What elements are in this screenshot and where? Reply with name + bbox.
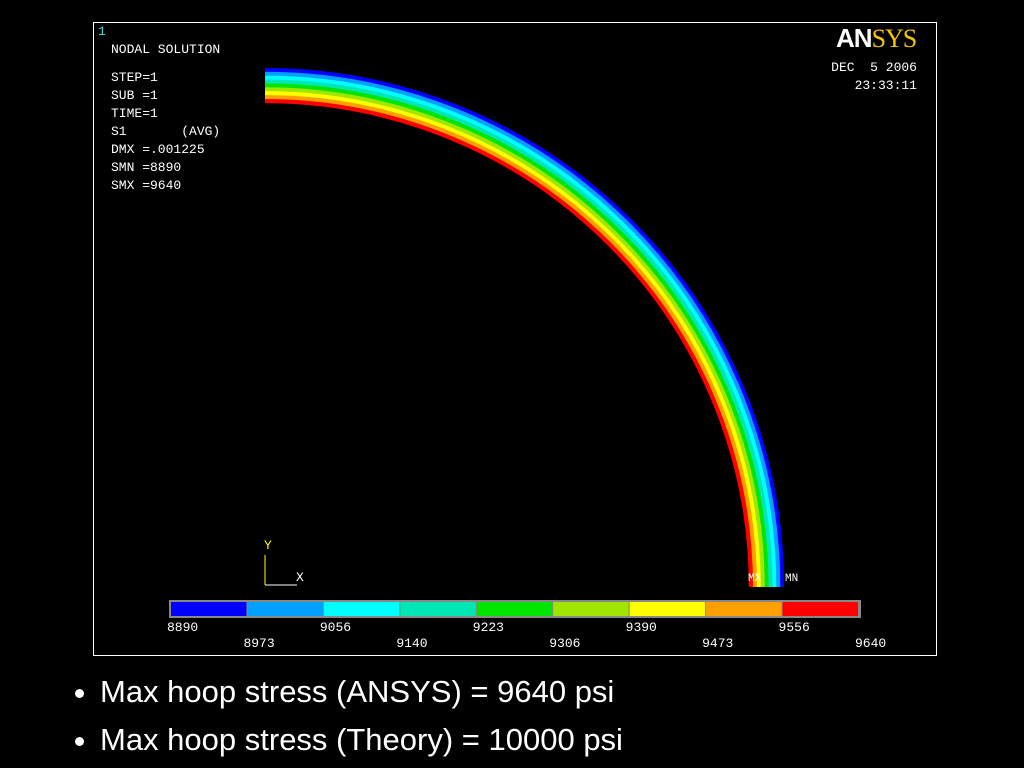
min-marker: MN xyxy=(785,573,798,585)
legend-swatch xyxy=(247,602,323,616)
contour-band xyxy=(264,98,754,588)
bullet: Max hoop stress (ANSYS) = 9640 psi xyxy=(100,668,623,716)
legend-label: 9556 xyxy=(779,620,810,635)
info-line: DMX =.001225 xyxy=(111,142,205,157)
info-line: TIME=1 xyxy=(111,106,158,121)
legend-swatch xyxy=(476,602,553,616)
contour-band xyxy=(264,79,773,588)
contour-band xyxy=(264,91,761,588)
bullet: Max hoop stress (Theory) = 10000 psi xyxy=(100,716,623,764)
legend-swatch xyxy=(171,602,247,616)
window-number: 1 xyxy=(98,24,106,39)
legend-swatch xyxy=(706,602,782,616)
axis-y-label: Y xyxy=(264,538,272,553)
info-line: STEP=1 xyxy=(111,70,158,85)
legend-label: 9223 xyxy=(473,620,504,635)
contour-band xyxy=(264,67,785,588)
legend-swatch xyxy=(323,602,400,616)
info-block: STEP=1 SUB =1 TIME=1 S1 (AVG) DMX =.001225 SM… xyxy=(111,70,220,193)
logo-prefix: AN xyxy=(836,23,872,53)
plot-heading: NODAL SOLUTION xyxy=(111,42,220,57)
legend-label: 9306 xyxy=(549,636,580,651)
legend-swatch xyxy=(400,602,476,616)
bullet-list: Max hoop stress (ANSYS) = 9640 psi Max h… xyxy=(58,668,623,764)
legend-swatch xyxy=(782,602,858,616)
contour-band xyxy=(264,95,757,588)
legend-label: 8973 xyxy=(243,636,274,651)
legend-label: 9640 xyxy=(855,636,886,651)
time: 23:33:11 xyxy=(855,78,918,93)
contour-arc xyxy=(264,67,785,588)
legend-swatch xyxy=(553,602,629,616)
max-marker: MX xyxy=(748,573,762,585)
axis-x-label: X xyxy=(296,570,304,585)
info-line: SUB =1 xyxy=(111,88,158,103)
plot-frame xyxy=(93,22,937,656)
legend-label: 9056 xyxy=(320,620,351,635)
contour-band xyxy=(264,75,777,588)
legend-swatch xyxy=(629,602,706,616)
legend-label: 8890 xyxy=(167,620,198,635)
legend-label: 9473 xyxy=(702,636,733,651)
date: DEC 5 2006 xyxy=(831,60,917,75)
contour-band xyxy=(264,71,781,588)
contour-band xyxy=(264,83,769,588)
contour-band xyxy=(264,87,765,588)
logo-suffix: SYS xyxy=(872,24,917,53)
logo: ANSYS xyxy=(836,23,916,53)
legend: 8890 8973 9056 9140 9223 9306 9390 9473 9556 9640 xyxy=(167,602,886,651)
info-line: S1 (AVG) xyxy=(111,124,220,139)
info-line: SMN =8890 xyxy=(111,160,181,175)
legend-label: 9140 xyxy=(396,636,427,651)
legend-label: 9390 xyxy=(626,620,657,635)
ansys-plot: 1 NODAL SOLUTION STEP=1 SUB =1 TIME=1 S1 (A… xyxy=(93,22,937,656)
info-line: SMX =9640 xyxy=(111,178,181,193)
